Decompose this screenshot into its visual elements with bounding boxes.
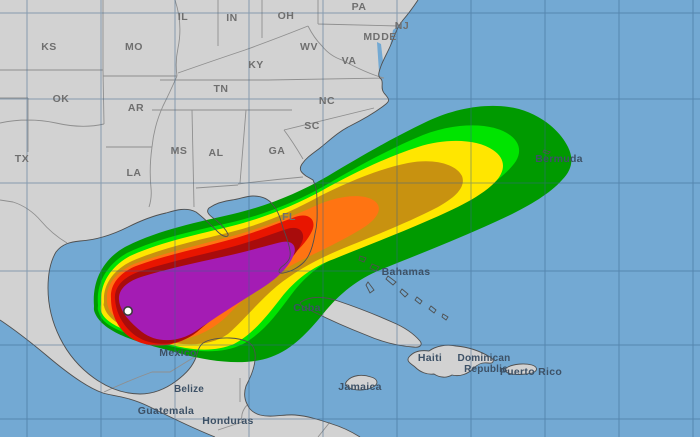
probability-band-8 — [118, 241, 295, 341]
land-masses — [0, 0, 537, 437]
state-label-sc: SC — [304, 120, 320, 132]
state-label-fl: FL — [282, 211, 296, 223]
state-label-ky: KY — [248, 59, 264, 71]
state-borders — [0, 0, 399, 437]
place-label-belize: Belize — [174, 384, 204, 395]
state-label-ks: KS — [41, 41, 57, 53]
puerto-rico-island — [505, 363, 537, 375]
place-label-puerto-rico: Puerto Rico — [500, 366, 562, 378]
state-label-md: MD — [363, 31, 380, 43]
state-label-ms: MS — [171, 145, 188, 157]
place-label-jamaica: Jamaica — [338, 381, 382, 393]
hispaniola-island — [407, 345, 494, 378]
place-label-honduras: Honduras — [202, 415, 253, 427]
place-label-bahamas: Bahamas — [382, 266, 431, 278]
state-labels: KS MO IL IN OH PA NJ MD DE WV VA KY TN N… — [15, 1, 409, 223]
place-label-cuba: Cuba — [293, 302, 320, 314]
state-label-va: VA — [342, 55, 357, 67]
state-label-de: DE — [381, 31, 397, 43]
state-label-oh: OH — [278, 10, 295, 22]
jamaica-island — [345, 375, 377, 390]
state-label-nj: NJ — [395, 20, 409, 32]
state-label-tn: TN — [214, 83, 229, 95]
mainland-coast-stroke — [0, 0, 419, 437]
place-label-republic: Republic — [464, 364, 508, 375]
chesapeake-bay — [377, 42, 384, 72]
state-label-in: IN — [226, 12, 238, 24]
state-label-ok: OK — [53, 93, 70, 105]
state-label-mo: MO — [125, 41, 143, 53]
border-lines — [0, 0, 399, 437]
hispaniola-coast-stroke — [407, 344, 494, 378]
storm-position-marker — [123, 305, 134, 316]
place-labels: Mexico Belize Guatemala Honduras Cuba Ja… — [138, 153, 583, 427]
state-label-wv: WV — [300, 41, 318, 53]
puerto-rico-coast-stroke — [504, 363, 537, 375]
state-label-tx: TX — [15, 153, 29, 165]
place-label-haiti: Haiti — [418, 352, 442, 364]
place-label-guatemala: Guatemala — [138, 405, 194, 417]
jamaica-coast-stroke — [345, 374, 378, 391]
bermuda-island — [542, 149, 551, 155]
state-label-al: AL — [209, 147, 224, 159]
place-label-dominican: Dominican — [458, 353, 511, 364]
place-label-bermuda: Bermuda — [535, 153, 583, 165]
state-label-pa: PA — [352, 1, 367, 13]
cuba-island — [300, 297, 422, 348]
cuba-coast-stroke — [299, 296, 422, 348]
north-america-landmass — [0, 0, 418, 437]
state-label-la: LA — [127, 167, 142, 179]
state-label-ga: GA — [269, 145, 286, 157]
place-label-mexico: Mexico — [159, 347, 196, 359]
state-label-il: IL — [178, 11, 188, 23]
state-label-nc: NC — [319, 95, 335, 107]
state-label-ar: AR — [128, 102, 144, 114]
